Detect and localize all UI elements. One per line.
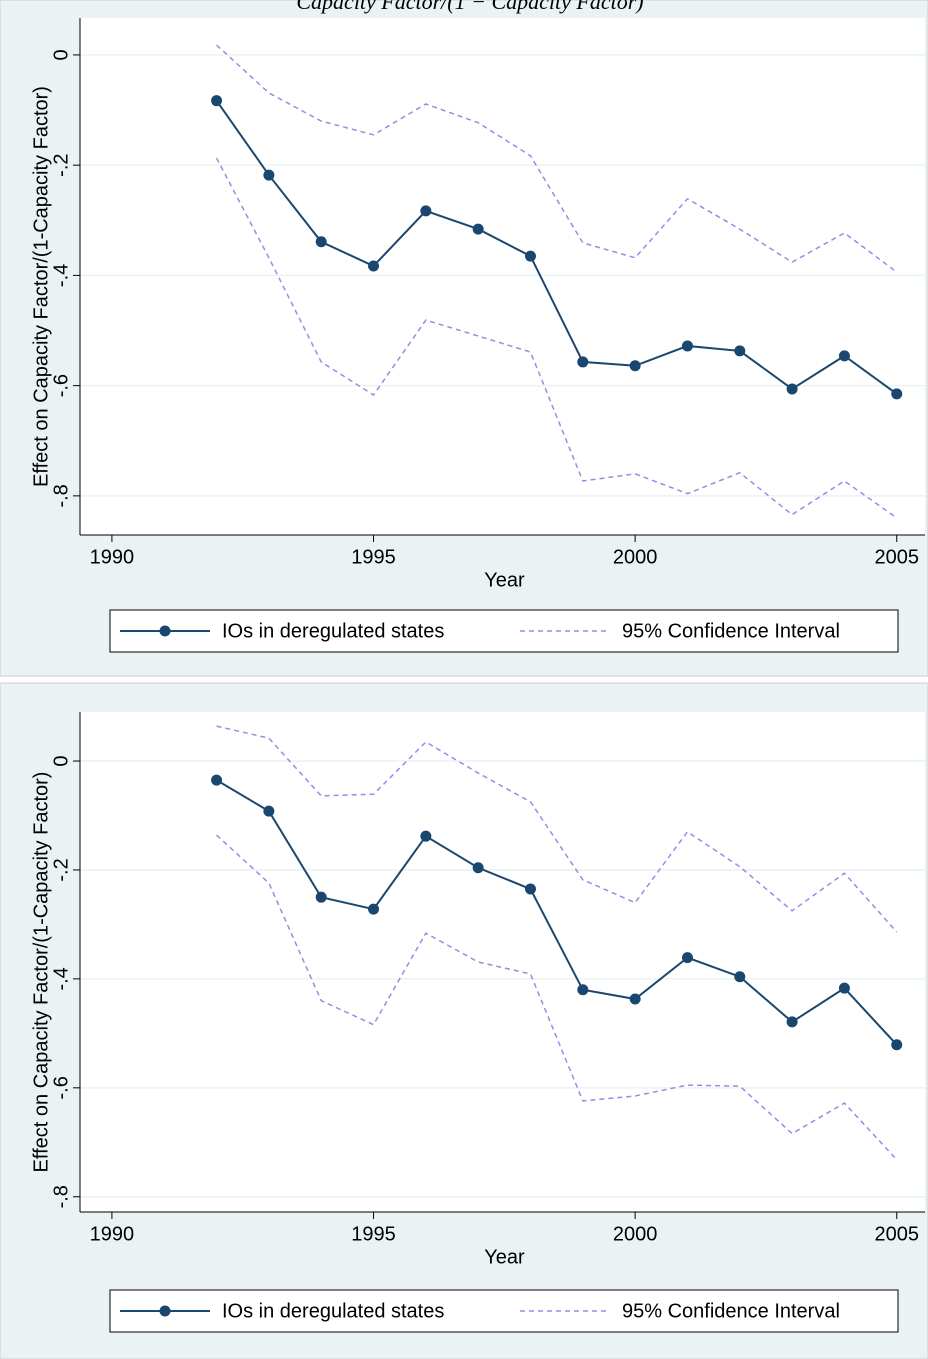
data-point — [734, 345, 746, 357]
y-tick-label: 0 — [50, 49, 72, 60]
legend-label: 95% Confidence Interval — [622, 1300, 840, 1322]
ci-line — [216, 834, 898, 1161]
y-tick-label: -.8 — [50, 484, 72, 507]
x-tick-label: 1990 — [90, 546, 135, 568]
data-point — [368, 260, 380, 272]
data-point — [577, 356, 589, 368]
data-point — [524, 883, 536, 895]
x-tick-label: 1995 — [351, 546, 396, 568]
x-axis-title: Year — [484, 569, 525, 591]
legend-marker — [159, 1305, 171, 1317]
y-tick-label: -.6 — [50, 374, 72, 397]
ci-line — [215, 157, 898, 519]
x-tick-label: 2000 — [613, 546, 658, 568]
y-tick-label: -.4 — [50, 967, 72, 990]
data-point — [681, 340, 693, 352]
plot-area — [80, 712, 925, 1212]
data-point — [211, 774, 223, 786]
caption: Capacity Factor/(1 − Capacity Factor) — [296, 0, 643, 14]
data-point — [629, 993, 641, 1005]
data-point — [734, 971, 746, 983]
ci-line — [216, 725, 898, 933]
y-tick-label: -.2 — [50, 153, 72, 176]
x-tick-label: 1990 — [90, 1223, 135, 1245]
data-point — [786, 1016, 798, 1028]
x-tick-label: 2000 — [613, 1223, 658, 1245]
data-point — [420, 205, 432, 217]
data-point — [838, 350, 850, 362]
ci-line — [216, 44, 898, 273]
data-point — [315, 236, 327, 248]
data-point — [263, 169, 275, 181]
data-point — [629, 360, 641, 372]
data-point — [263, 805, 275, 817]
data-point — [472, 223, 484, 235]
data-line — [216, 779, 898, 1046]
data-point — [211, 95, 223, 107]
y-axis-title: Effect on Capacity Factor/(1-Capacity Fa… — [30, 772, 52, 1173]
y-axis-title: Effect on Capacity Factor/(1-Capacity Fa… — [30, 86, 52, 487]
legend-label: IOs in deregulated states — [222, 620, 444, 642]
data-point — [315, 891, 327, 903]
plot-area — [80, 18, 925, 535]
y-tick-label: 0 — [50, 755, 72, 766]
legend-label: 95% Confidence Interval — [622, 620, 840, 642]
data-point — [472, 862, 484, 874]
legend-box — [109, 609, 899, 653]
x-tick-label: 2005 — [874, 1223, 919, 1245]
x-tick-label: 2005 — [874, 546, 919, 568]
x-axis-title: Year — [484, 1246, 525, 1268]
data-point — [524, 250, 536, 262]
data-point — [891, 1039, 903, 1051]
x-tick-label: 1995 — [351, 1223, 396, 1245]
legend-label: IOs in deregulated states — [222, 1300, 444, 1322]
legend-box — [109, 1289, 899, 1333]
data-point — [420, 830, 432, 842]
data-point — [891, 388, 903, 400]
y-tick-label: -.8 — [50, 1185, 72, 1208]
y-tick-label: -.6 — [50, 1076, 72, 1099]
y-tick-label: -.4 — [50, 264, 72, 287]
legend-marker — [159, 625, 171, 637]
data-point — [368, 903, 380, 915]
data-point — [786, 383, 798, 395]
data-point — [577, 984, 589, 996]
data-point — [838, 982, 850, 994]
data-line — [215, 100, 898, 395]
data-point — [681, 952, 693, 964]
y-tick-label: -.2 — [50, 858, 72, 881]
